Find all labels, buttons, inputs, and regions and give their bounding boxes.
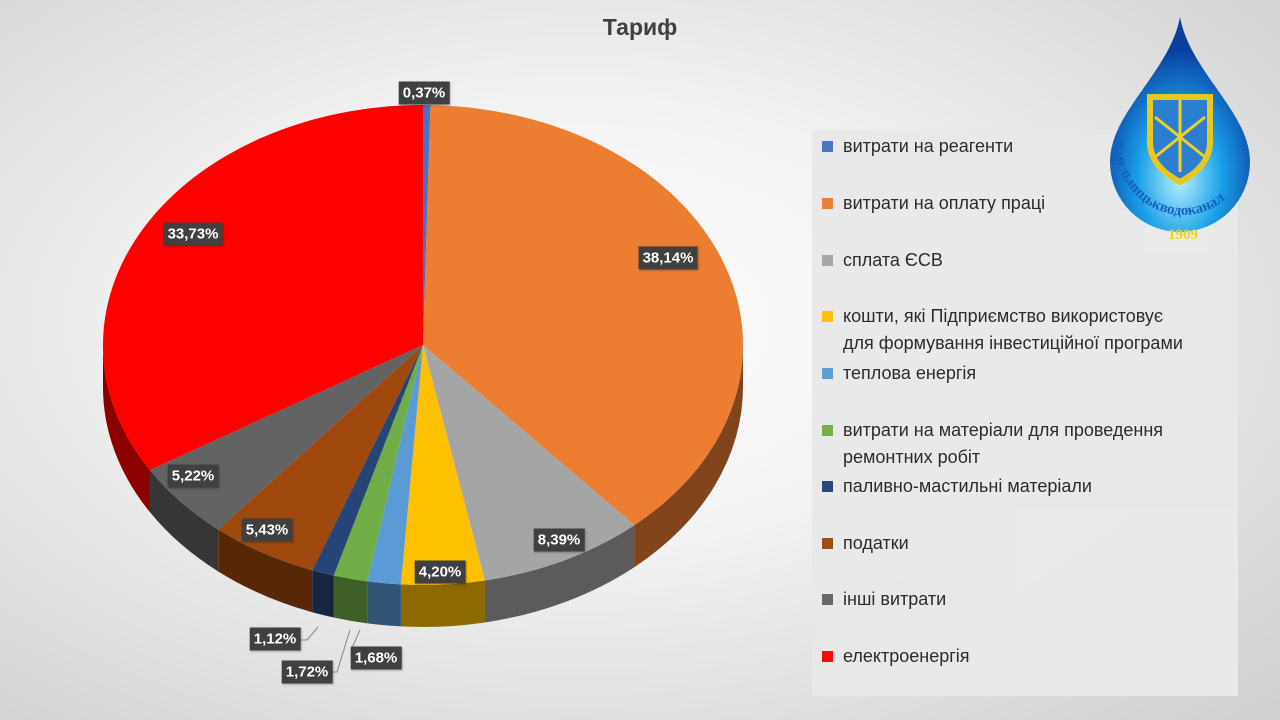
pie-slice-5[interactable]	[333, 345, 423, 582]
legend-item[interactable]: витрати на реагенти	[820, 133, 1013, 160]
legend-label-line: для формування інвестиційної програми	[843, 333, 1183, 353]
legend-label: інші витрати	[843, 586, 946, 613]
data-label: 0,37%	[398, 81, 450, 105]
pie-side-4	[367, 581, 401, 627]
leader-line	[300, 626, 319, 641]
pie-slice-6[interactable]	[312, 345, 423, 576]
data-label: 4,20%	[414, 560, 466, 584]
legend-label-line: витрати на оплату праці	[843, 193, 1046, 213]
legend-label-line: сплата ЄСВ	[843, 250, 943, 270]
legend-label: витрати на матеріали для проведення ремон…	[843, 417, 1163, 471]
data-label: 1,72%	[281, 660, 333, 684]
legend-label-line: паливно-мастильні матеріали	[843, 476, 1092, 496]
pie-chart	[102, 105, 743, 673]
legend-swatch	[822, 538, 833, 549]
pie-side-7	[218, 529, 313, 613]
pie-slice-7[interactable]	[218, 345, 423, 571]
legend-item[interactable]: сплата ЄСВ	[820, 247, 943, 274]
leader-line	[330, 629, 351, 673]
pie-slice-0[interactable]	[423, 105, 431, 345]
legend-label-line: ремонтних робіт	[843, 447, 981, 467]
pie-slice-2[interactable]	[423, 345, 635, 581]
legend-label-line: кошти, які Підприємство використовує	[843, 306, 1164, 326]
logo-khmelnytskvodokanal: Хмельницькводоканал 1909	[1109, 17, 1250, 242]
legend-item[interactable]: кошти, які Підприємство використовує для …	[820, 303, 1183, 357]
legend-item[interactable]: паливно-мастильні матеріали	[820, 473, 1092, 500]
pie-slice-3[interactable]	[400, 345, 485, 585]
legend-label: витрати на оплату праці	[843, 190, 1045, 217]
pie-side-9	[103, 345, 150, 513]
legend-item[interactable]: інші витрати	[820, 586, 946, 613]
legend-label-line: витрати на реагенти	[843, 136, 1014, 156]
data-label: 38,14%	[638, 246, 698, 270]
pie-side-6	[312, 570, 334, 618]
leader-line	[351, 629, 361, 649]
logo-year: 1909	[1168, 227, 1198, 242]
legend-label-line: інші витрати	[843, 589, 947, 609]
data-label: 1,12%	[249, 627, 301, 651]
legend-label-line: витрати на матеріали для проведення	[843, 420, 1164, 440]
chart-title: Тариф	[602, 14, 678, 40]
legend-swatch	[822, 198, 833, 209]
data-label: 33,73%	[163, 222, 223, 246]
legend-swatch	[822, 141, 833, 152]
pie-side-3	[400, 580, 485, 627]
pie-slice-1[interactable]	[423, 105, 743, 526]
legend-label-line: теплова енергія	[843, 363, 977, 383]
legend-swatch	[822, 311, 833, 322]
legend-item[interactable]: витрати на матеріали для проведення ремон…	[820, 417, 1163, 471]
legend-label-line: електроенергія	[843, 646, 970, 666]
pie-side-5	[333, 575, 368, 624]
pie-side-2	[484, 525, 635, 623]
legend-label: електроенергія	[843, 643, 970, 670]
legend-swatch	[822, 481, 833, 492]
legend-swatch	[822, 594, 833, 605]
legend-item[interactable]: теплова енергія	[820, 360, 976, 387]
data-label: 5,22%	[167, 464, 219, 488]
legend-item[interactable]: податки	[820, 530, 909, 557]
legend-swatch	[822, 368, 833, 379]
pie-side-8	[149, 470, 219, 572]
legend-label-line: податки	[843, 533, 909, 553]
legend-swatch	[822, 651, 833, 662]
legend-label: сплата ЄСВ	[843, 247, 943, 274]
pie-slice-9[interactable]	[102, 105, 423, 471]
data-label: 1,68%	[350, 646, 402, 670]
legend-swatch	[822, 255, 833, 266]
pie-slice-4[interactable]	[367, 345, 423, 585]
legend-label: податки	[843, 530, 909, 557]
pie-side-1	[634, 345, 743, 568]
data-label: 5,43%	[241, 518, 293, 542]
legend-label: теплова енергія	[843, 360, 976, 387]
legend-item[interactable]: електроенергія	[820, 643, 970, 670]
legend-label: кошти, які Підприємство використовує для …	[843, 303, 1183, 357]
data-label: 8,39%	[533, 528, 585, 552]
legend-label: паливно-мастильні матеріали	[843, 473, 1092, 500]
legend-swatch	[822, 425, 833, 436]
legend-label: витрати на реагенти	[843, 133, 1013, 160]
legend-item[interactable]: витрати на оплату праці	[820, 190, 1045, 217]
